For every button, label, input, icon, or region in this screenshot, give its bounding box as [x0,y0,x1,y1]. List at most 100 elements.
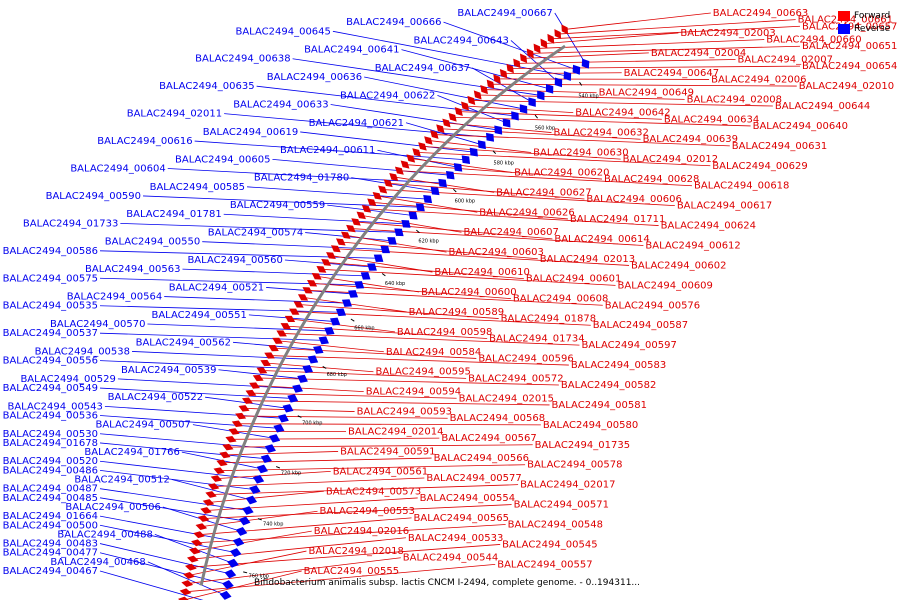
forward-gene-label: BALAC2494_00555 [304,566,399,577]
forward-gene-leader-line [247,400,550,406]
reverse-gene-feature [324,326,335,335]
reverse-gene-label: BALAC2494_00520 [3,456,98,467]
forward-gene-label: BALAC2494_00647 [624,68,719,79]
forward-gene-label: BALAC2494_02003 [680,28,775,39]
forward-gene-leader-line [434,134,730,147]
reverse-gene-label: BALAC2494_00488 [57,529,152,540]
reverse-gene-label: BALAC2494_00635 [159,81,254,92]
forward-gene-leader-line [490,83,797,87]
reverse-gene-label: BALAC2494_00549 [3,383,98,394]
forward-gene-label: BALAC2494_00618 [694,181,789,192]
forward-gene-label: BALAC2494_00596 [478,353,573,364]
forward-gene-feature [461,101,470,111]
forward-gene-leader-line [188,550,307,576]
forward-gene-label: BALAC2494_00576 [605,300,700,311]
forward-gene-leader-line [187,557,401,584]
forward-gene-feature [506,63,514,74]
forward-gene-leader-line [497,78,710,80]
reverse-gene-label: BALAC2494_00641 [304,45,399,56]
reverse-gene-leader-line [471,67,533,103]
forward-gene-label: BALAC2494_00644 [775,101,870,112]
forward-gene-label: BALAC2494_00630 [533,148,628,159]
forward-gene-leader-line [530,45,801,54]
forward-gene-label: BALAC2494_00561 [333,466,428,477]
reverse-gene-feature [367,263,377,271]
forward-gene-leader-line [452,116,751,127]
forward-gene-leader-line [405,164,603,180]
reverse-gene-label: BALAC2494_00562 [136,337,231,348]
reverse-gene-feature [380,245,391,254]
forward-gene-leader-line [196,524,506,544]
forward-gene-label: BALAC2494_02010 [799,81,894,92]
reverse-gene-label: BALAC2494_00621 [309,118,404,129]
forward-gene-leader-line [477,94,685,100]
tick-mark [322,366,327,369]
forward-gene-leader-line [516,59,736,64]
forward-gene-leader-line [240,415,448,419]
reverse-gene-feature [252,474,265,484]
forward-gene-feature [284,315,296,322]
reverse-gene-feature [360,272,371,280]
reverse-gene-leader-line [99,543,231,575]
forward-gene-label: BALAC2494_01735 [535,440,630,451]
forward-gene-leader-line [298,304,499,319]
reverse-gene-label: BALAC2494_00529 [20,374,115,385]
forward-gene-feature [197,515,210,522]
forward-gene-leader-line [203,504,512,519]
forward-gene-leader-line [250,392,457,399]
forward-gene-leader-line [340,241,538,260]
forward-gene-label: BALAC2494_00589 [409,307,504,318]
reverse-gene-label: BALAC2494_00507 [95,420,190,431]
reverse-gene-label: BALAC2494_01781 [126,209,221,220]
reverse-gene-label: BALAC2494_00483 [3,539,98,550]
reverse-gene-feature [269,434,281,443]
forward-gene-label: BALAC2494_00577 [426,473,521,484]
reverse-gene-leader-line [377,149,459,168]
tick-label: 600 kbp [455,198,475,204]
reverse-gene-feature [502,118,511,128]
forward-gene-leader-line [192,537,406,560]
forward-gene-feature [238,405,250,412]
tick-mark [453,188,457,193]
reverse-gene-feature [554,77,563,88]
tick-label: 540 kbp [578,93,598,99]
reverse-gene-feature [287,394,299,403]
forward-gene-feature [430,130,439,139]
forward-gene-feature [418,142,427,151]
tick-mark [243,571,248,574]
forward-gene-leader-line [211,484,519,495]
reverse-gene-leader-line [194,140,466,161]
forward-gene-feature [179,588,192,596]
forward-gene-leader-line [269,355,569,366]
forward-gene-leader-line [206,497,418,511]
reverse-gene-feature [387,237,397,245]
forward-gene-leader-line [458,111,662,120]
forward-gene-leader-line [237,423,541,426]
reverse-gene-leader-line [224,113,491,138]
forward-gene-leader-line [316,275,420,293]
forward-gene-label: BALAC2494_00614 [554,234,649,245]
legend-swatch-forward [838,10,850,21]
tick-mark [534,114,538,119]
reverse-gene-leader-line [99,515,239,543]
forward-gene-label: BALAC2494_02018 [308,546,403,557]
forward-gene-label: BALAC2494_00594 [366,387,461,398]
forward-gene-label: BALAC2494_00533 [408,533,503,544]
forward-gene-feature [193,531,205,539]
forward-gene-feature [493,74,501,84]
forward-gene-label: BALAC2494_00607 [463,227,558,238]
reverse-gene-label: BALAC2494_01780 [254,173,349,184]
forward-gene-leader-line [326,262,524,280]
reverse-gene-label: BALAC2494_00585 [150,182,245,193]
forward-gene-leader-line [550,25,801,40]
reverse-gene-feature [307,355,319,364]
reverse-gene-label: BALAC2494_00512 [74,475,169,486]
forward-gene-label: BALAC2494_00603 [449,247,544,258]
forward-gene-feature [436,124,445,134]
reverse-gene-label: BALAC2494_00564 [67,292,162,303]
reverse-gene-label: BALAC2494_01766 [84,447,179,458]
forward-gene-leader-line [221,457,432,464]
forward-gene-leader-line [302,297,407,313]
reverse-gene-feature [222,580,234,590]
